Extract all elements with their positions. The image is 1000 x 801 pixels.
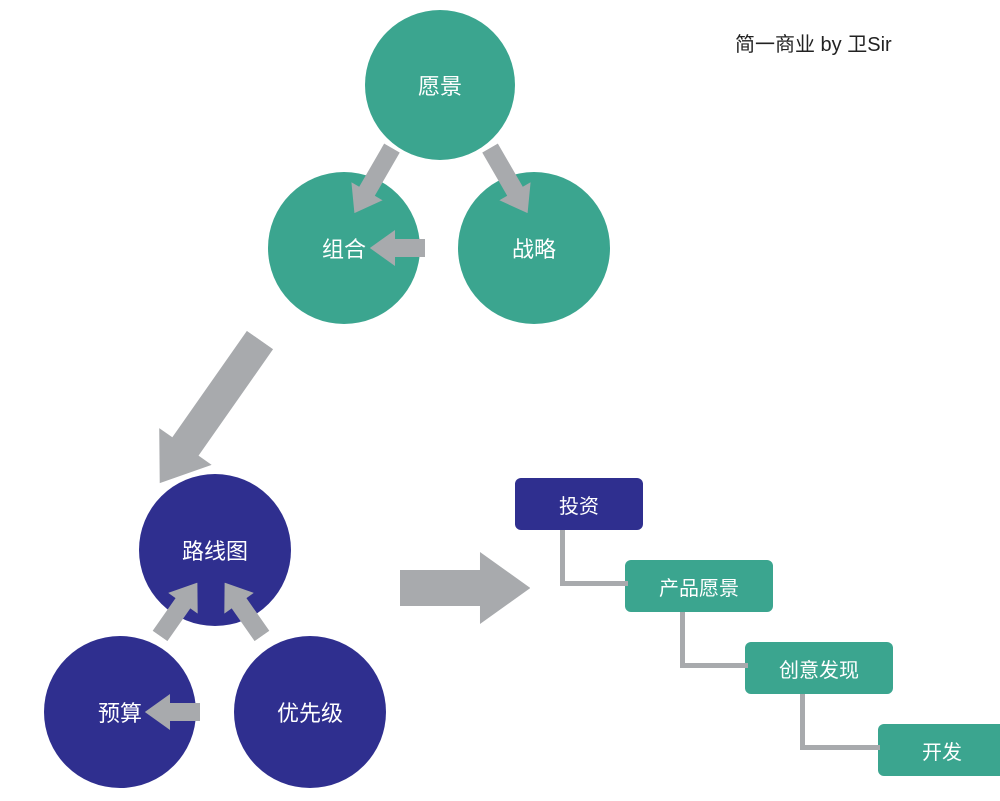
node-prodvision-label: 产品愿景 bbox=[659, 572, 739, 601]
node-prodvision: 产品愿景 bbox=[625, 560, 773, 612]
node-priority-label: 优先级 bbox=[277, 696, 343, 728]
connector-ideation-develop bbox=[800, 694, 880, 750]
node-combo-label: 组合 bbox=[322, 232, 366, 264]
node-priority: 优先级 bbox=[234, 636, 386, 788]
connector-invest-prodvision bbox=[560, 530, 628, 586]
arrow-roadmap-to-invest bbox=[400, 552, 530, 624]
node-budget-label: 预算 bbox=[98, 696, 142, 728]
attribution-text: 简一商业 by 卫Sir bbox=[735, 28, 892, 57]
node-ideation-label: 创意发现 bbox=[779, 654, 859, 683]
node-strategy-label: 战略 bbox=[512, 232, 556, 264]
node-roadmap-label: 路线图 bbox=[182, 534, 248, 566]
node-develop-label: 开发 bbox=[922, 736, 962, 765]
arrow-priority-to-budget bbox=[145, 694, 200, 730]
node-develop: 开发 bbox=[878, 724, 1000, 776]
arrow-strategy-to-combo bbox=[370, 230, 425, 266]
node-vision: 愿景 bbox=[365, 10, 515, 160]
connector-prodvision-ideation bbox=[680, 612, 748, 668]
node-ideation: 创意发现 bbox=[745, 642, 893, 694]
node-invest: 投资 bbox=[515, 478, 643, 530]
node-vision-label: 愿景 bbox=[418, 69, 462, 101]
node-invest-label: 投资 bbox=[559, 490, 599, 519]
